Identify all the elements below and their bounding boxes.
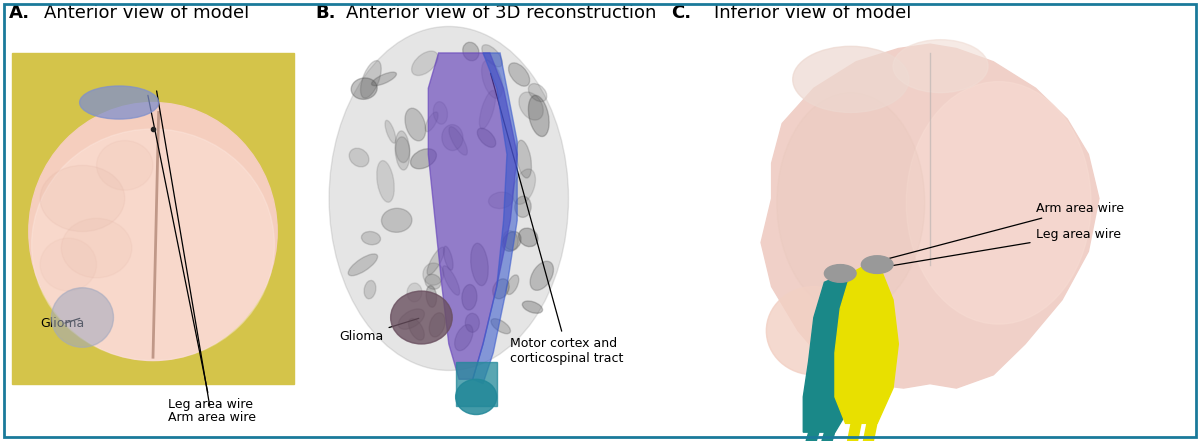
Ellipse shape [509,63,529,86]
Ellipse shape [478,128,496,147]
Ellipse shape [426,286,437,307]
Ellipse shape [410,149,437,169]
Ellipse shape [348,254,378,276]
Ellipse shape [385,120,396,143]
Ellipse shape [40,238,96,291]
Text: Arm area wire: Arm area wire [157,91,256,424]
Ellipse shape [516,140,532,178]
Ellipse shape [528,83,547,101]
Polygon shape [428,53,517,379]
Ellipse shape [530,261,553,290]
Ellipse shape [506,275,518,295]
Ellipse shape [444,246,454,270]
Ellipse shape [52,288,114,348]
Text: C.: C. [671,4,691,22]
Ellipse shape [893,40,988,93]
Text: Anterior view of model: Anterior view of model [44,4,250,22]
Ellipse shape [79,86,158,119]
Polygon shape [473,53,517,384]
Ellipse shape [482,45,503,67]
Ellipse shape [518,92,544,120]
Ellipse shape [456,379,497,415]
Ellipse shape [329,26,569,370]
Text: Glioma: Glioma [340,318,419,343]
Text: Arm area wire: Arm area wire [886,202,1123,259]
Ellipse shape [61,218,132,278]
Ellipse shape [407,283,422,302]
Ellipse shape [361,232,380,245]
Ellipse shape [793,46,908,112]
Ellipse shape [528,95,550,137]
Text: Anterior view of 3D reconstruction: Anterior view of 3D reconstruction [347,4,656,22]
Polygon shape [761,44,1099,388]
Ellipse shape [463,42,479,61]
Ellipse shape [364,280,376,299]
Ellipse shape [491,319,510,334]
Ellipse shape [425,112,438,132]
Ellipse shape [408,318,425,340]
Ellipse shape [31,129,275,360]
Ellipse shape [406,108,426,141]
Polygon shape [835,265,899,423]
Ellipse shape [776,93,925,313]
Ellipse shape [462,284,476,310]
Text: Glioma: Glioma [40,318,84,330]
Ellipse shape [433,102,448,124]
Ellipse shape [512,169,535,204]
Bar [12,53,294,384]
Ellipse shape [442,124,463,150]
Ellipse shape [360,60,382,98]
Ellipse shape [518,228,538,247]
Ellipse shape [395,131,409,170]
Ellipse shape [503,232,521,251]
Text: A.: A. [8,4,30,22]
Ellipse shape [398,309,425,329]
Ellipse shape [352,78,377,99]
Ellipse shape [40,165,125,232]
Ellipse shape [425,274,440,289]
Text: Inferior view of model: Inferior view of model [714,4,911,22]
Ellipse shape [481,60,503,98]
Text: B.: B. [316,4,336,22]
Ellipse shape [480,90,496,129]
Ellipse shape [503,231,518,250]
Ellipse shape [427,247,444,275]
Ellipse shape [455,325,473,351]
Ellipse shape [372,72,396,86]
Ellipse shape [430,313,445,337]
Ellipse shape [382,208,412,232]
Ellipse shape [349,148,368,167]
Ellipse shape [522,301,542,313]
Ellipse shape [466,313,479,332]
Bar [456,362,497,406]
Text: Motor cortex and
corticospinal tract: Motor cortex and corticospinal tract [491,73,624,365]
Ellipse shape [824,265,856,282]
Ellipse shape [96,141,154,190]
Ellipse shape [443,266,460,295]
Ellipse shape [29,103,277,360]
Ellipse shape [470,243,488,286]
Ellipse shape [862,256,893,273]
Ellipse shape [449,127,467,155]
Ellipse shape [515,196,532,217]
Polygon shape [803,273,866,432]
Ellipse shape [906,82,1091,324]
Ellipse shape [377,161,395,202]
Ellipse shape [493,279,509,299]
Text: Leg area wire: Leg area wire [148,95,253,411]
Ellipse shape [396,137,409,163]
Ellipse shape [391,291,452,344]
Text: Leg area wire: Leg area wire [848,228,1121,273]
Ellipse shape [412,51,438,75]
Ellipse shape [767,287,862,375]
Ellipse shape [422,263,444,285]
Ellipse shape [488,192,512,209]
